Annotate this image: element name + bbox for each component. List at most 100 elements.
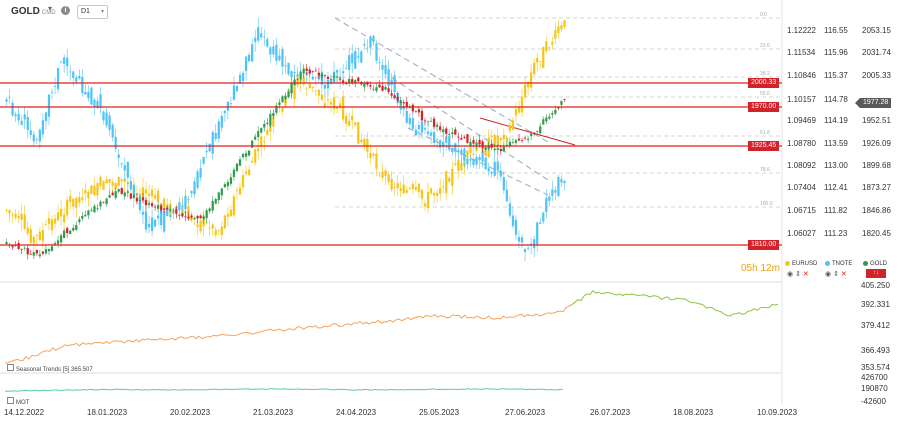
legend-tnote[interactable]: TNOTE xyxy=(825,261,852,267)
eurusd-tick-label: 1.07404 xyxy=(787,183,816,192)
tnote-candle xyxy=(84,92,87,95)
fibonacci-retracement[interactable]: 0.0 23.6 38.2 50.0 61.8 78.6 100.0 xyxy=(335,12,782,208)
eurusd-candle xyxy=(244,171,248,174)
fib-label: 100.0 xyxy=(760,201,773,207)
gold-candle xyxy=(381,85,384,91)
gold-candle xyxy=(251,140,254,148)
momentum-pane-title[interactable]: MOT xyxy=(7,397,29,406)
level-tag-1970[interactable]: 1970.00 xyxy=(748,102,780,112)
tnote-candle xyxy=(26,116,29,131)
tnote-candle xyxy=(178,202,181,211)
tnote-tick-label: 114.19 xyxy=(824,116,848,125)
eurusd-candle xyxy=(369,152,372,159)
tnote-candle xyxy=(363,44,366,46)
gold-candle xyxy=(226,182,229,187)
swap-icon[interactable]: ⇕ xyxy=(795,271,801,278)
eurusd-candle xyxy=(157,190,160,202)
channel-lower xyxy=(407,127,549,196)
time-tick-label: 18.08.2023 xyxy=(673,408,714,417)
eurusd-candle xyxy=(414,186,418,190)
tnote-candle xyxy=(420,121,424,133)
gold-candle xyxy=(214,199,217,204)
horizontal-levels[interactable] xyxy=(0,82,782,246)
tnote-candle xyxy=(11,102,14,116)
eurusd-candle xyxy=(551,41,554,45)
tnote-candle xyxy=(56,68,60,90)
level-tag-1925[interactable]: 1925.45 xyxy=(748,141,780,151)
seasonal-pane-title[interactable]: Seasonal Trends [5] 365.507 xyxy=(7,364,93,373)
chevron-down-icon: ▾ xyxy=(100,9,104,15)
eurusd-candle xyxy=(150,189,154,197)
gold-candle xyxy=(514,140,518,143)
gold-candle xyxy=(235,163,239,171)
gold-flag-badge[interactable]: ↑↓ xyxy=(866,269,886,278)
gold-candle xyxy=(281,96,284,103)
pane-settings-icon[interactable] xyxy=(7,364,14,371)
eurusd-candle xyxy=(84,189,87,194)
eye-icon[interactable]: ◉ xyxy=(787,271,794,278)
eurusd-candle xyxy=(220,226,223,236)
tnote-candle xyxy=(20,120,23,125)
close-icon[interactable]: ✕ xyxy=(802,271,809,278)
eurusd-candle xyxy=(357,122,360,144)
tnote-candle xyxy=(557,177,560,196)
tnote-candle xyxy=(211,132,214,155)
timeframe-select[interactable]: D1 ▾ xyxy=(77,5,108,19)
tnote-candle xyxy=(323,84,327,89)
gold-candle xyxy=(436,124,439,127)
eurusd-candle xyxy=(254,149,257,163)
seasonal-param: [5] xyxy=(62,367,70,373)
eurusd-candle xyxy=(32,236,35,244)
tnote-candle xyxy=(196,171,199,188)
seasonal-tick-label: 366.493 xyxy=(861,346,890,355)
chevron-down-icon[interactable]: ▾ xyxy=(48,4,53,13)
tnote-candle xyxy=(442,141,445,148)
seasonal-tick-label: 379.412 xyxy=(861,321,890,330)
gold-candle xyxy=(393,95,396,99)
eurusd-candle xyxy=(454,163,457,165)
gold-candle xyxy=(496,148,499,150)
tnote-candle xyxy=(387,69,390,87)
eurusd-candle xyxy=(457,159,460,171)
tnote-candle xyxy=(247,54,251,62)
close-icon[interactable]: ✕ xyxy=(840,271,847,278)
eurusd-candle xyxy=(548,47,551,49)
level-tag-1810[interactable]: 1810.00 xyxy=(748,240,780,250)
gold-candle xyxy=(123,192,126,197)
tnote-candle xyxy=(223,110,226,114)
eurusd-candle xyxy=(420,189,424,199)
time-tick-label: 25.05.2023 xyxy=(419,408,460,417)
eye-icon[interactable]: ◉ xyxy=(825,271,832,278)
gold-candle xyxy=(426,121,430,123)
tnote-tick-label: 113.59 xyxy=(824,139,848,148)
gold-color-dot xyxy=(863,261,868,266)
eurusd-candle xyxy=(514,108,518,116)
eurusd-candle xyxy=(451,168,454,186)
swap-icon[interactable]: ⇕ xyxy=(833,271,839,278)
eurusd-candle xyxy=(308,83,311,89)
level-tag-2000[interactable]: 2000.33 xyxy=(748,78,780,88)
legend-gold[interactable]: GOLD xyxy=(863,261,887,267)
eurusd-candle xyxy=(102,181,105,190)
tnote-tick-label: 115.96 xyxy=(824,48,848,57)
gold-candle xyxy=(523,137,527,139)
gold-candle xyxy=(539,126,542,134)
gold-candle xyxy=(247,150,251,156)
gold-candle xyxy=(56,240,60,244)
gold-candle xyxy=(451,132,454,135)
tnote-candle xyxy=(214,133,217,140)
legend-eurusd[interactable]: EURUSD xyxy=(785,261,817,267)
tnote-candle xyxy=(548,196,551,201)
tnote-candle xyxy=(126,162,129,178)
info-icon[interactable]: i xyxy=(61,6,70,15)
symbol-selector[interactable]: GOLD CMD xyxy=(11,6,56,17)
eurusd-candle xyxy=(520,96,524,113)
gold-candle xyxy=(493,148,496,151)
gold-candle xyxy=(132,195,135,198)
gold-candle xyxy=(72,227,75,231)
eurusd-candle xyxy=(402,184,405,194)
eurusd-candle xyxy=(381,171,384,178)
tnote-candle xyxy=(454,143,457,152)
pane-settings-icon[interactable] xyxy=(7,397,14,404)
